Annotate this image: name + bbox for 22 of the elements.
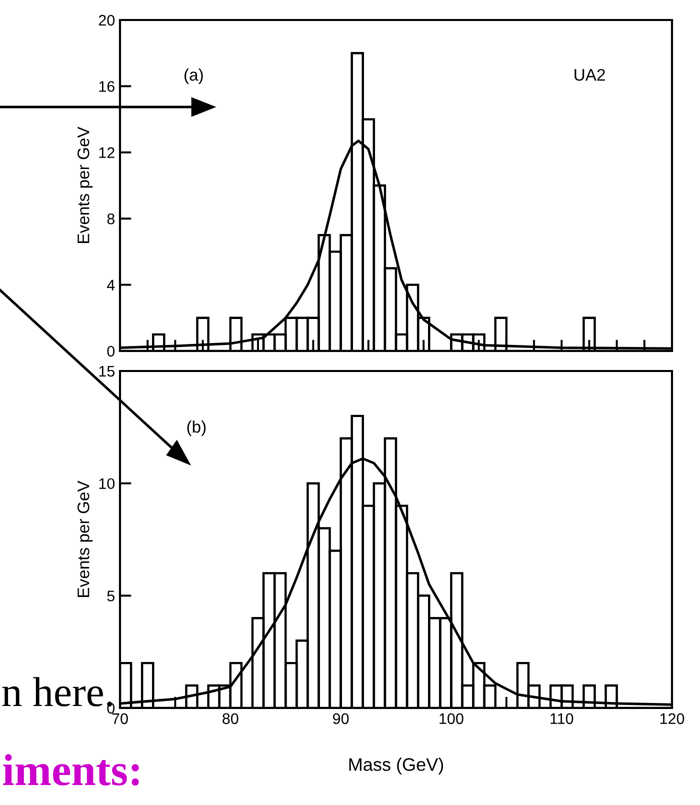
y-tick-label: 15 bbox=[99, 366, 114, 377]
y-tick-label: 10 bbox=[99, 478, 115, 490]
x-tick-label: 90 bbox=[333, 713, 349, 724]
x-tick-label: 110 bbox=[550, 713, 574, 724]
x-tick-label: 120 bbox=[660, 713, 684, 724]
y-tick-label: 5 bbox=[107, 590, 114, 602]
y-tick-label: 16 bbox=[99, 81, 114, 92]
annotation: UA2 bbox=[574, 68, 605, 81]
y-axis-title: Events per GeV bbox=[77, 480, 93, 597]
x-tick-label: 80 bbox=[222, 713, 238, 724]
annotation: (a) bbox=[184, 68, 203, 84]
y-tick-label: 12 bbox=[99, 147, 114, 158]
y-tick-label: 0 bbox=[107, 346, 115, 357]
x-tick-label: 100 bbox=[440, 713, 464, 724]
x-axis-title: Mass (GeV) bbox=[349, 758, 444, 774]
annotation: (b) bbox=[187, 420, 206, 436]
y-tick-label: 4 bbox=[106, 280, 115, 290]
text: iments: bbox=[3, 754, 139, 786]
x-tick-label: 70 bbox=[112, 713, 128, 724]
y-axis-title: Events per GeV bbox=[77, 126, 93, 243]
y-tick-label: 20 bbox=[98, 14, 115, 26]
y-tick-label: 8 bbox=[107, 213, 114, 224]
